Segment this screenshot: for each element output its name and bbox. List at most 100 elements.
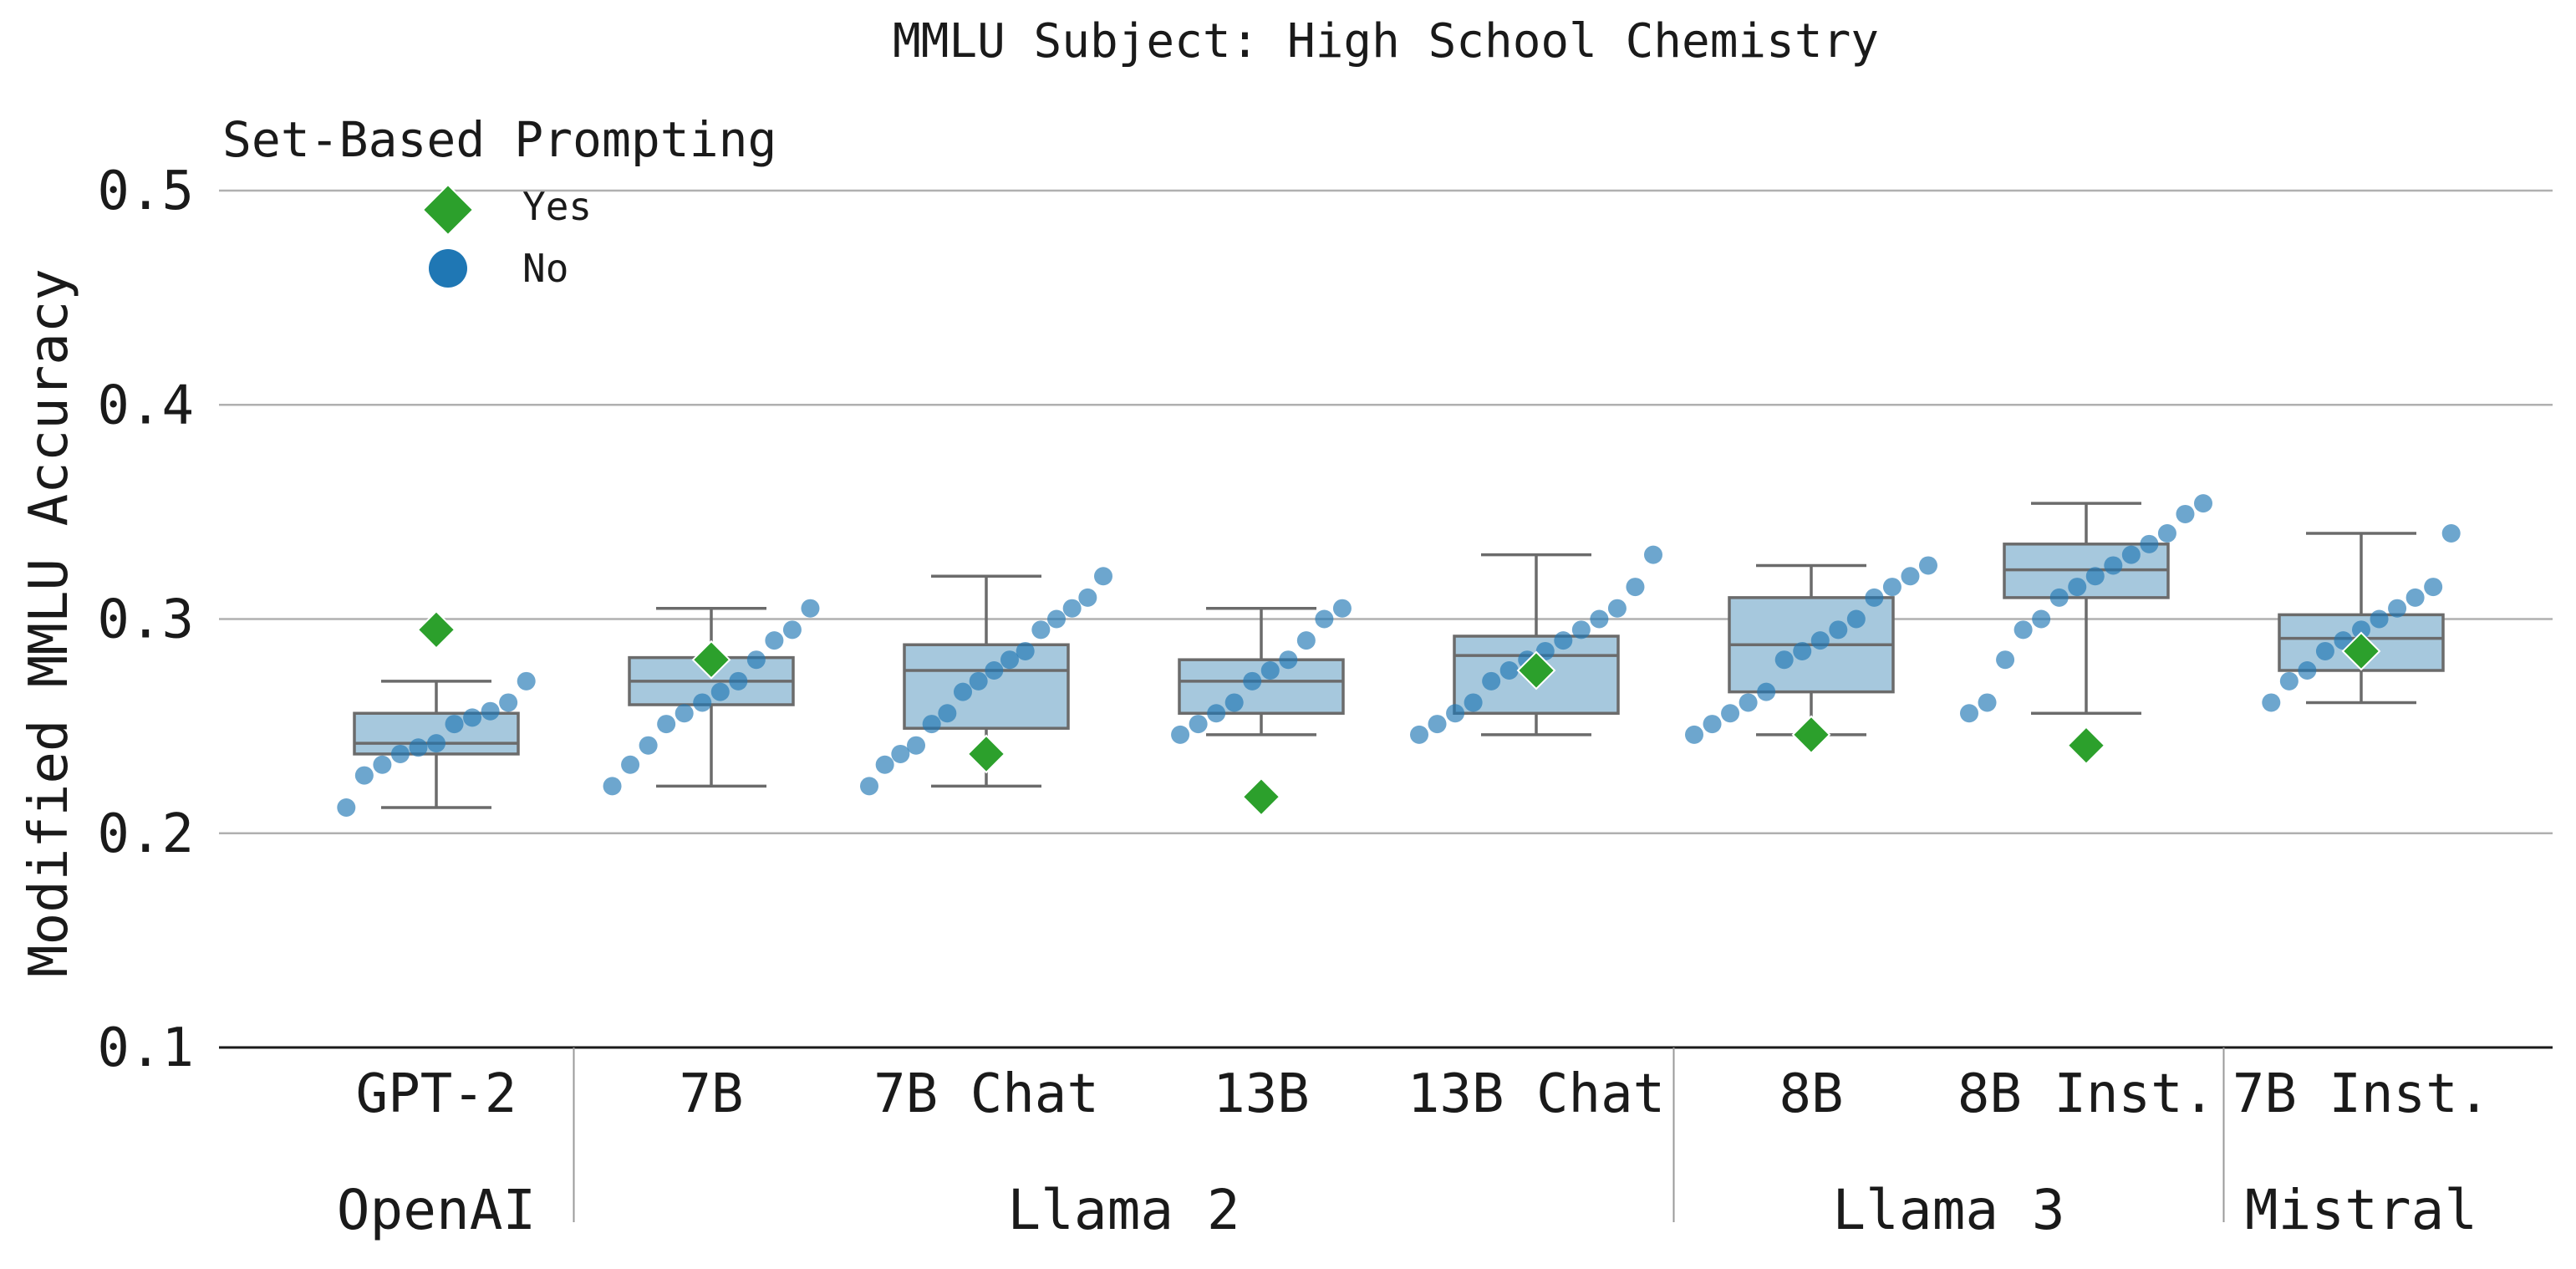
point-no (2104, 556, 2123, 575)
x-tick-label: 8B (1779, 1063, 1843, 1125)
point-no (1000, 650, 1019, 670)
point-no (1047, 609, 1066, 629)
point-no (1094, 567, 1112, 586)
point-no (499, 693, 518, 712)
point-no (969, 671, 988, 691)
group-label: Llama 3 (1832, 1178, 2064, 1242)
y-tick-label: 0.1 (97, 1017, 194, 1079)
point-no (621, 755, 640, 774)
point-no (1279, 650, 1298, 670)
legend-title: Set-Based Prompting (222, 111, 776, 168)
point-no (2140, 534, 2159, 553)
point-no (1793, 641, 1812, 660)
point-no (1626, 578, 1645, 597)
point-yes (1516, 650, 1556, 691)
point-no (1865, 588, 1884, 607)
point-no (746, 650, 766, 670)
point-no (1846, 609, 1866, 629)
point-no (603, 777, 622, 796)
group-label: OpenAI (337, 1178, 536, 1242)
y-axis-ticks: 0.1 0.2 0.3 0.4 0.5 (97, 161, 194, 1079)
point-no (1499, 661, 1519, 680)
x-tick-label: 13B Chat (1408, 1063, 1665, 1125)
point-no (2262, 693, 2281, 712)
x-tick-label: 7B (679, 1063, 743, 1125)
point-no (2441, 524, 2461, 543)
point-no (2315, 641, 2334, 660)
box-2 (628, 606, 795, 788)
gridlines (219, 189, 2553, 834)
point-no (409, 738, 428, 757)
point-yes (1791, 715, 1831, 755)
box-7 (2003, 502, 2170, 715)
x-tick-label: GPT-2 (356, 1063, 517, 1125)
point-no (1607, 599, 1627, 618)
point-no (1960, 704, 1978, 723)
point-no (463, 708, 482, 727)
point-no (1296, 631, 1316, 650)
point-no (2049, 588, 2069, 607)
y-tick-label: 0.3 (97, 589, 194, 651)
point-no (1171, 725, 1190, 744)
x-axis: GPT-2 7B 7B Chat 13B 13B Chat 8B 8B Inst. 7B In… (219, 1046, 2553, 1242)
point-no (1996, 650, 2015, 670)
legend-no-marker (429, 249, 467, 288)
point-no (2370, 609, 2389, 629)
y-tick-label: 0.2 (97, 803, 194, 865)
point-no (938, 704, 957, 723)
point-no (657, 715, 676, 734)
point-no (1031, 620, 1051, 640)
point-no (1062, 599, 1082, 618)
y-axis-label: Modified MMLU Accuracy (18, 268, 80, 977)
point-no (1810, 631, 1830, 650)
point-no (1207, 704, 1226, 723)
point-no (765, 631, 784, 650)
point-no (1482, 671, 1501, 691)
point-no (1464, 693, 1483, 712)
point-no (1243, 671, 1262, 691)
x-tick-label: 8B Inst. (1957, 1063, 2215, 1125)
point-no (1901, 567, 1920, 586)
legend-no-label: No (522, 246, 568, 291)
point-no (1685, 725, 1703, 744)
point-no (1410, 725, 1428, 744)
box-3 (903, 574, 1070, 788)
point-no (373, 755, 392, 774)
x-tick-label: 13B (1213, 1063, 1310, 1125)
legend: Set-Based Prompting Yes No (222, 111, 776, 291)
point-no (1260, 661, 1280, 680)
point-no (710, 682, 730, 701)
point-no (907, 736, 925, 755)
point-no (1721, 704, 1740, 723)
point-no (2157, 524, 2176, 543)
point-no (729, 671, 748, 691)
point-no (481, 701, 500, 721)
point-no (2032, 609, 2051, 629)
point-no (782, 620, 802, 640)
point-no (337, 798, 356, 817)
point-no (2352, 620, 2370, 640)
point-no (2405, 588, 2425, 607)
point-no (2085, 567, 2105, 586)
point-yes (966, 734, 1006, 774)
legend-yes-label: Yes (522, 184, 592, 229)
point-no (1224, 693, 1244, 712)
point-no (1882, 578, 1901, 597)
group-label: Llama 2 (1007, 1178, 1240, 1242)
point-no (390, 744, 410, 763)
point-no (922, 715, 941, 734)
y-tick-label: 0.4 (97, 375, 194, 436)
point-no (2388, 599, 2407, 618)
point-no (2176, 504, 2195, 523)
point-no (2068, 578, 2087, 597)
point-no (1332, 599, 1352, 618)
y-tick-label: 0.5 (97, 161, 194, 222)
point-no (1446, 704, 1465, 723)
legend-yes-marker (421, 183, 475, 237)
point-yes (2066, 726, 2106, 766)
point-no (1757, 682, 1776, 701)
point-no (2298, 661, 2317, 680)
point-no (1703, 715, 1722, 734)
point-no (860, 777, 878, 796)
